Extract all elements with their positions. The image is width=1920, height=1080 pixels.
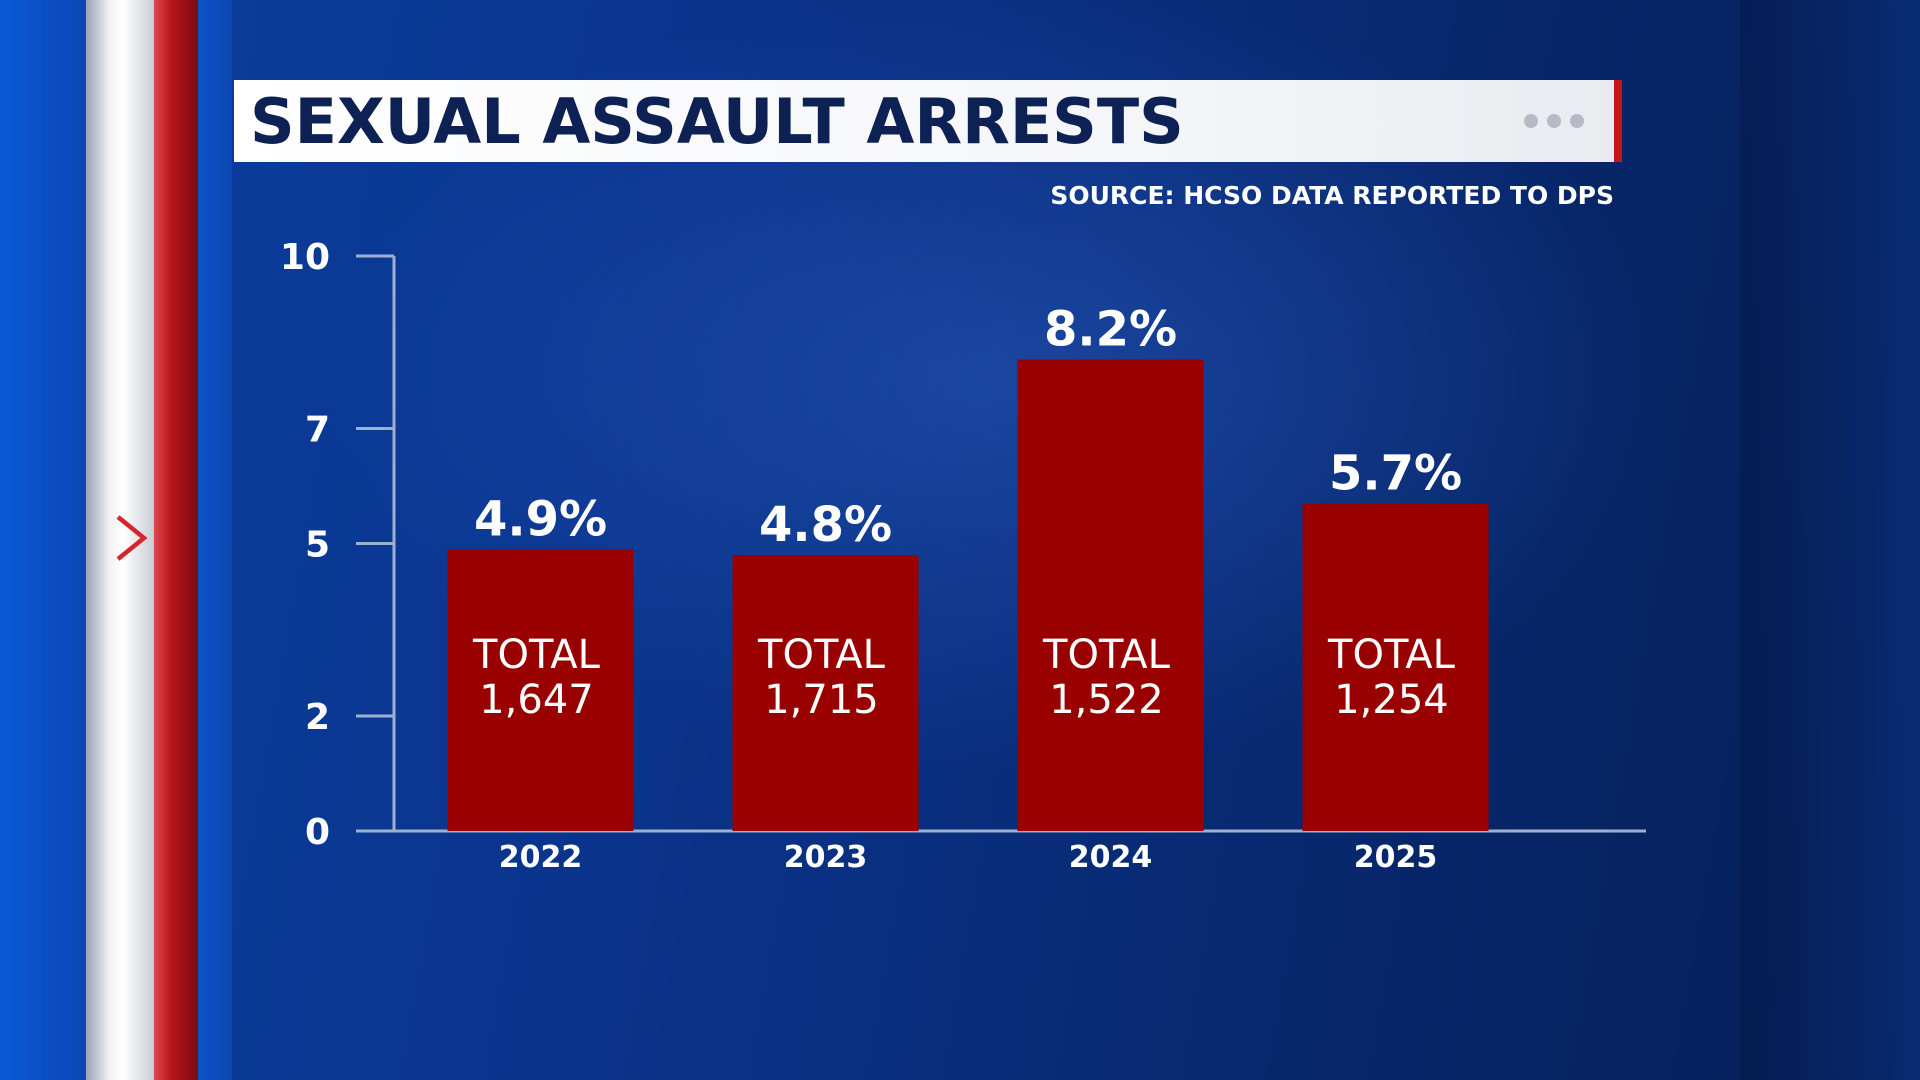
right-shaded-panel: [1740, 0, 1920, 1080]
value-label: 5.7%: [1329, 445, 1462, 501]
x-tick-label: 2024: [1069, 840, 1153, 875]
bar-2022: [447, 549, 634, 831]
bar-2024: [1017, 359, 1204, 831]
y-tick-label: 5: [305, 525, 330, 566]
y-tick-label: 2: [305, 697, 330, 738]
title-bar: [234, 80, 1614, 162]
total-prefix-label: TOTAL: [1327, 632, 1456, 678]
left-red-stripe: [154, 0, 198, 1080]
total-prefix-label: TOTAL: [1042, 632, 1171, 678]
left-blue-edge: [198, 0, 232, 1080]
x-tick-label: 2023: [784, 840, 868, 875]
source-note: SOURCE: HCSO DATA REPORTED TO DPS: [1050, 181, 1614, 210]
total-prefix-label: TOTAL: [472, 632, 601, 678]
y-tick-label: 7: [305, 410, 330, 451]
total-value-label: 1,522: [1049, 677, 1164, 723]
more-dots-icon: [1524, 114, 1584, 128]
dot: [1524, 114, 1538, 128]
total-value-label: 1,254: [1334, 677, 1449, 723]
total-value-label: 1,715: [764, 677, 879, 723]
chevron-right-icon: [116, 515, 148, 561]
x-tick-label: 2025: [1354, 840, 1438, 875]
value-label: 4.8%: [759, 497, 892, 553]
dot: [1570, 114, 1584, 128]
x-tick-label: 2022: [499, 840, 583, 875]
bar-2023: [732, 555, 919, 831]
total-value-label: 1,647: [479, 677, 594, 723]
title-bar-accent: [1614, 80, 1622, 162]
total-prefix-label: TOTAL: [757, 632, 886, 678]
y-tick-label: 10: [280, 237, 330, 278]
value-label: 8.2%: [1044, 302, 1177, 358]
y-tick-label: 0: [305, 812, 330, 853]
bar-2025: [1302, 503, 1489, 831]
dot: [1547, 114, 1561, 128]
value-label: 4.9%: [474, 491, 607, 547]
left-blue-band: [0, 0, 90, 1080]
chart-title: SEXUAL ASSAULT ARRESTS: [250, 85, 1184, 158]
